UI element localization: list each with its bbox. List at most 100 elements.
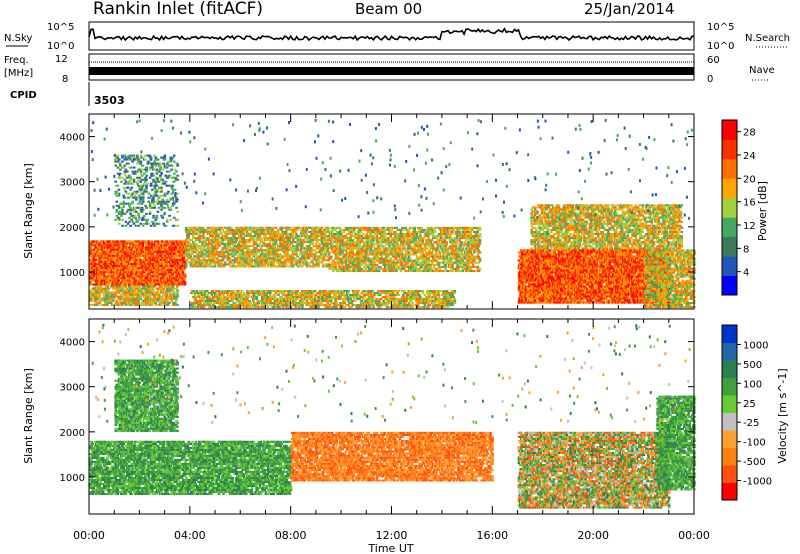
heatmap-cell (139, 199, 142, 201)
heatmap-cell (230, 227, 233, 229)
heatmap-cell (336, 243, 339, 245)
heatmap-cell (379, 249, 382, 251)
heatmap-cell (391, 270, 394, 272)
heatmap-cell (145, 269, 148, 271)
heatmap-cell (384, 235, 387, 237)
heatmap-cell (140, 185, 143, 187)
heatmap-cell (149, 296, 152, 298)
heatmap-cell (315, 253, 318, 255)
heatmap-cell (215, 241, 218, 243)
heatmap-cell (142, 193, 145, 195)
heatmap-cell (201, 251, 204, 253)
heatmap-cell (347, 227, 350, 229)
heatmap-cell (165, 181, 168, 183)
heatmap-cell (116, 300, 119, 302)
heatmap-cell (103, 269, 106, 271)
heatmap-cell (191, 247, 194, 249)
heatmap-cell (368, 266, 371, 268)
heatmap-cell (137, 290, 140, 292)
heatmap-cell (341, 268, 344, 270)
heatmap-cell (318, 261, 321, 263)
heatmap-cell (255, 253, 258, 255)
heatmap-cell (165, 263, 168, 265)
heatmap-cell (175, 298, 178, 300)
heatmap-cell (376, 254, 379, 256)
heatmap-cell (148, 193, 151, 195)
heatmap-cell (118, 159, 121, 161)
heatmap-cell (176, 193, 179, 195)
heatmap-cell (234, 241, 237, 243)
heatmap-cell (222, 249, 225, 251)
heatmap-cell (202, 263, 205, 265)
heatmap-cell (169, 219, 172, 221)
heatmap-cell (141, 207, 144, 209)
heatmap-cell (233, 251, 236, 253)
heatmap-cell (247, 251, 250, 253)
heatmap-cell (301, 251, 304, 253)
heatmap-cell (341, 239, 344, 241)
heatmap-cell (140, 195, 143, 197)
heatmap-cell (101, 279, 104, 281)
heatmap-cell (203, 257, 206, 259)
heatmap-cell (354, 254, 357, 256)
noise-left-tick-high: 10^5 (47, 22, 74, 33)
heatmap-cell (194, 251, 197, 253)
heatmap-cell (222, 259, 225, 261)
heatmap-cell (224, 231, 227, 233)
heatmap-cell (133, 292, 136, 294)
heatmap-cell (325, 229, 328, 231)
heatmap-cell (300, 231, 303, 233)
heatmap-cell (349, 270, 352, 272)
heatmap-cell (353, 231, 356, 233)
heatmap-cell (296, 261, 299, 263)
heatmap-cell (155, 201, 158, 203)
heatmap-cell (157, 189, 160, 191)
heatmap-cell (156, 263, 159, 265)
heatmap-cell (294, 231, 297, 233)
heatmap-cell (103, 259, 106, 261)
heatmap-cell (145, 189, 148, 191)
heatmap-cell (89, 247, 92, 249)
heatmap-cell (153, 169, 156, 171)
heatmap-cell (207, 239, 210, 241)
heatmap-cell (399, 268, 402, 270)
heatmap-cell (119, 253, 122, 255)
heatmap-cell (394, 249, 397, 251)
heatmap-cell (142, 279, 145, 281)
heatmap-cell (117, 167, 120, 169)
heatmap-cell (283, 237, 286, 239)
heatmap-cell (123, 159, 126, 161)
heatmap-cell (151, 173, 154, 175)
heatmap-cell (96, 240, 99, 242)
heatmap-cell (172, 205, 175, 207)
heatmap-cell (157, 292, 160, 294)
heatmap-cell (166, 167, 169, 169)
beam-title: Beam 00 (355, 0, 422, 18)
heatmap-cell (145, 292, 148, 294)
heatmap-cell (126, 261, 129, 263)
heatmap-cell (242, 237, 245, 239)
heatmap-cell (89, 304, 92, 306)
heatmap-cell (127, 223, 130, 225)
heatmap-cell (96, 279, 99, 281)
heatmap-cell (141, 169, 144, 171)
heatmap-cell (323, 257, 326, 259)
heatmap-cell (154, 165, 157, 167)
heatmap-cell (380, 256, 383, 258)
heatmap-cell (146, 183, 149, 185)
heatmap-cell (152, 179, 155, 181)
heatmap-cell (339, 245, 342, 247)
heatmap-cell (205, 249, 208, 251)
heatmap-cell (389, 258, 392, 260)
heatmap-cell (324, 253, 327, 255)
heatmap-cell (142, 195, 145, 197)
heatmap-cell (156, 185, 159, 187)
heatmap-cell (170, 300, 173, 302)
heatmap-cell (209, 231, 212, 233)
heatmap-cell (184, 275, 187, 277)
heatmap-cell (142, 245, 145, 247)
heatmap-cell (134, 300, 137, 302)
heatmap-cell (266, 233, 269, 235)
heatmap-cell (136, 171, 139, 173)
heatmap-cell (376, 227, 379, 229)
